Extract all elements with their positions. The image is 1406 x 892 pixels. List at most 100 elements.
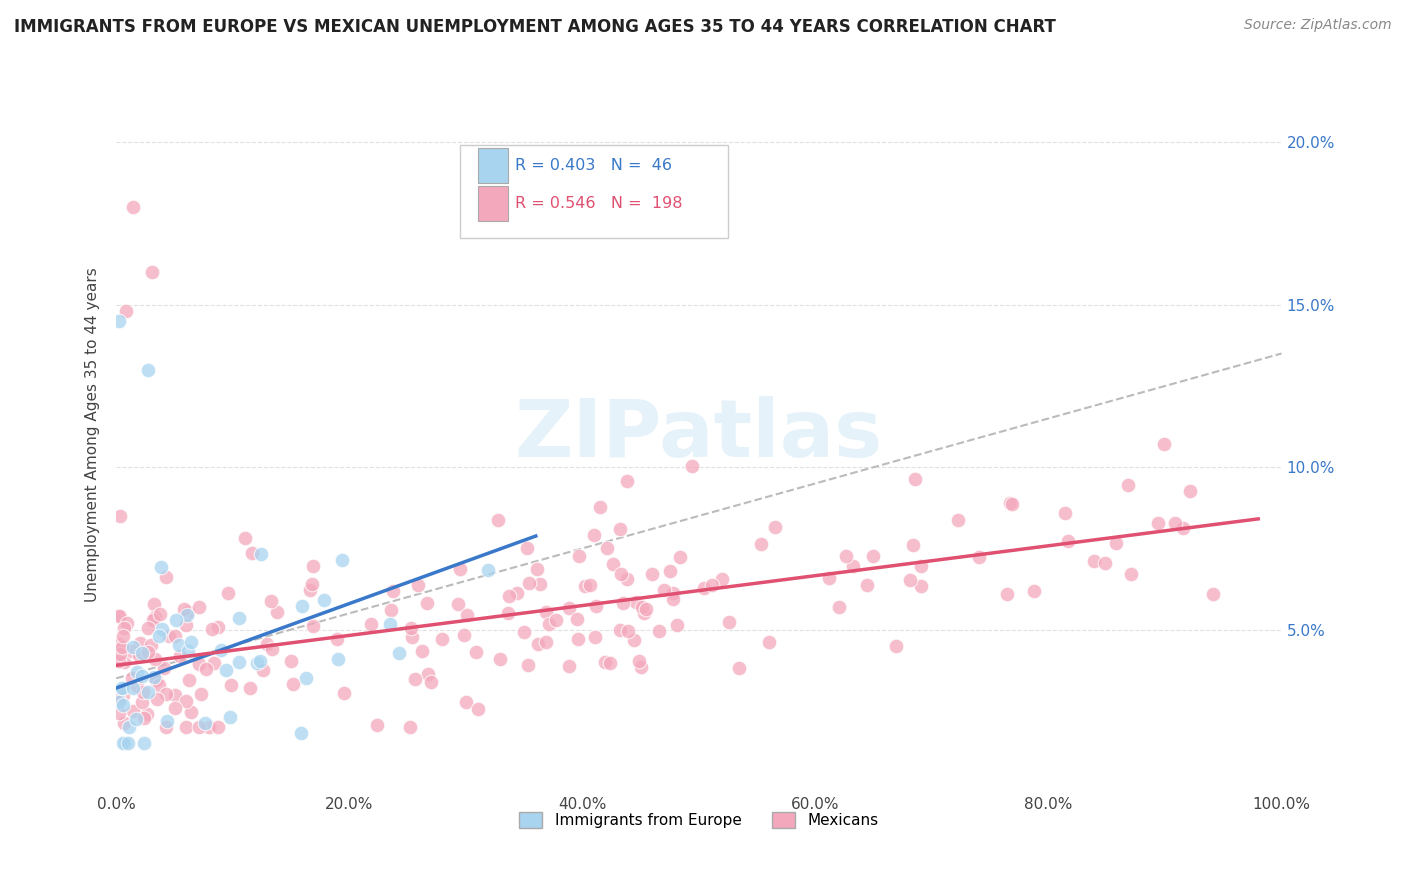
Point — [138, 685, 160, 699]
Point — [149, 607, 172, 622]
Point — [636, 601, 658, 615]
Point — [134, 736, 156, 750]
Point — [111, 681, 134, 696]
Point — [280, 654, 302, 668]
Point — [108, 609, 131, 624]
Point — [835, 549, 858, 563]
FancyBboxPatch shape — [478, 186, 508, 220]
Point — [121, 643, 143, 657]
Point — [177, 605, 200, 619]
Point — [136, 621, 159, 635]
Point — [534, 635, 557, 649]
Point — [266, 605, 288, 619]
Point — [585, 599, 607, 614]
Point — [589, 500, 612, 514]
Point — [252, 663, 274, 677]
Point — [165, 629, 187, 643]
Point — [326, 632, 349, 646]
Point — [599, 656, 621, 670]
Point — [399, 621, 422, 635]
Point — [111, 681, 134, 696]
Point — [302, 619, 325, 633]
Point — [250, 547, 273, 561]
Point — [233, 531, 256, 545]
Point — [498, 590, 520, 604]
Point — [333, 686, 356, 700]
Point — [131, 646, 153, 660]
Point — [156, 714, 179, 728]
Point — [416, 596, 439, 610]
Point — [180, 705, 202, 719]
Point — [641, 566, 664, 581]
Point — [1094, 556, 1116, 570]
Point — [901, 538, 924, 552]
Point — [132, 711, 155, 725]
Point — [111, 640, 134, 654]
Point — [169, 649, 191, 664]
Point — [139, 638, 162, 652]
Point — [112, 655, 135, 669]
Point — [165, 701, 187, 715]
Point — [517, 657, 540, 672]
Point — [152, 661, 174, 675]
Point — [627, 654, 650, 668]
Text: R = 0.403   N =  46: R = 0.403 N = 46 — [515, 158, 672, 173]
Point — [108, 693, 131, 707]
Point — [595, 655, 617, 669]
FancyBboxPatch shape — [460, 145, 728, 238]
Point — [173, 601, 195, 615]
Point — [136, 363, 159, 377]
Point — [291, 599, 314, 613]
Point — [202, 656, 225, 670]
Text: Source: ZipAtlas.com: Source: ZipAtlas.com — [1244, 18, 1392, 32]
Point — [125, 679, 148, 693]
Point — [630, 659, 652, 673]
Point — [190, 687, 212, 701]
Point — [128, 648, 150, 662]
Point — [260, 642, 283, 657]
Point — [669, 549, 692, 564]
Point — [1171, 521, 1194, 535]
Point — [314, 592, 336, 607]
Point — [910, 558, 932, 573]
Point — [558, 601, 581, 615]
Point — [447, 598, 470, 612]
Y-axis label: Unemployment Among Ages 35 to 44 years: Unemployment Among Ages 35 to 44 years — [86, 268, 100, 602]
Point — [112, 715, 135, 730]
Point — [249, 655, 271, 669]
Point — [467, 702, 489, 716]
Point — [148, 678, 170, 692]
Point — [142, 670, 165, 684]
Point — [1054, 506, 1077, 520]
Point — [529, 577, 551, 591]
Point — [477, 562, 499, 576]
Point — [180, 635, 202, 649]
Point — [1202, 587, 1225, 601]
Point — [194, 715, 217, 730]
Point — [121, 704, 143, 718]
Point — [107, 314, 129, 328]
Point — [995, 587, 1018, 601]
Point — [112, 736, 135, 750]
Point — [763, 520, 786, 534]
Point — [631, 599, 654, 614]
Point — [517, 575, 540, 590]
Point — [616, 572, 638, 586]
Point — [749, 537, 772, 551]
Point — [728, 661, 751, 675]
Text: R = 0.546   N =  198: R = 0.546 N = 198 — [515, 195, 682, 211]
Point — [506, 586, 529, 600]
Point — [665, 618, 688, 632]
Point — [633, 606, 655, 620]
Point — [527, 637, 550, 651]
Point — [115, 304, 138, 318]
Point — [108, 509, 131, 524]
Point — [558, 659, 581, 673]
Point — [131, 695, 153, 709]
Point — [125, 712, 148, 726]
Point — [145, 673, 167, 687]
Point — [692, 581, 714, 595]
Point — [219, 710, 242, 724]
Point — [366, 718, 388, 732]
Point — [207, 620, 229, 634]
